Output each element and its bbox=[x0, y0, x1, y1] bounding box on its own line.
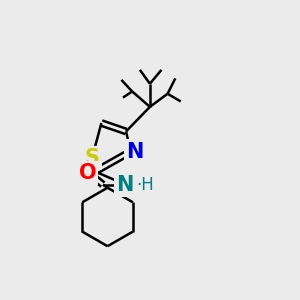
Text: O: O bbox=[79, 163, 96, 183]
Text: N: N bbox=[126, 142, 143, 161]
Text: S: S bbox=[85, 148, 100, 168]
Text: ·H: ·H bbox=[136, 176, 154, 194]
Text: N: N bbox=[117, 175, 134, 195]
